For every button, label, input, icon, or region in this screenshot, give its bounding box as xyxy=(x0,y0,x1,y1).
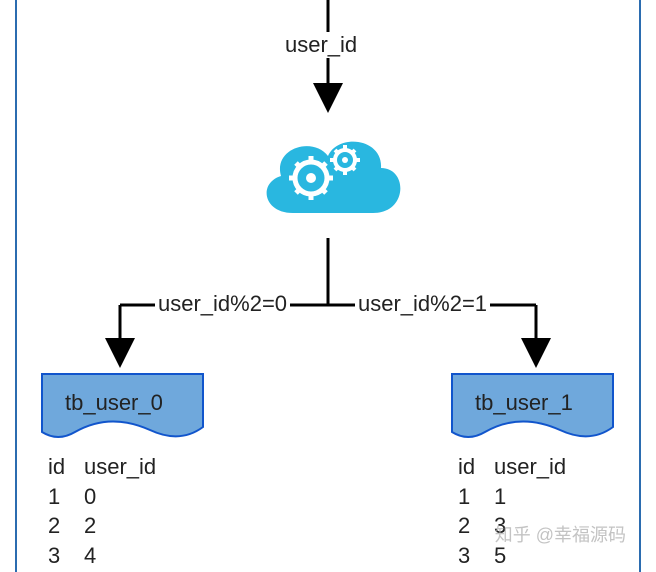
table-right: id user_id 1 1 2 3 3 5 xyxy=(458,452,584,571)
table-row: 2 2 xyxy=(48,511,174,541)
col-header: id xyxy=(48,452,84,482)
table-row: 3 4 xyxy=(48,541,174,571)
table-row: 1 1 xyxy=(458,482,584,512)
branch-right-label: user_id%2=1 xyxy=(355,291,490,317)
diagram-canvas: user_id xyxy=(0,0,656,572)
col-header: id xyxy=(458,452,494,482)
db-left-name: tb_user_0 xyxy=(65,390,163,416)
table-row: id user_id xyxy=(48,452,174,482)
watermark-text: 知乎 @幸福源码 xyxy=(495,521,626,547)
table-row: 1 0 xyxy=(48,482,174,512)
cloud-router-icon xyxy=(253,118,403,238)
db-right-name: tb_user_1 xyxy=(475,390,573,416)
table-row: id user_id xyxy=(458,452,584,482)
branch-left-label: user_id%2=0 xyxy=(155,291,290,317)
table-left: id user_id 1 0 2 2 3 4 xyxy=(48,452,174,571)
col-header: user_id xyxy=(84,452,174,482)
top-arrow-label: user_id xyxy=(282,32,360,58)
col-header: user_id xyxy=(494,452,584,482)
